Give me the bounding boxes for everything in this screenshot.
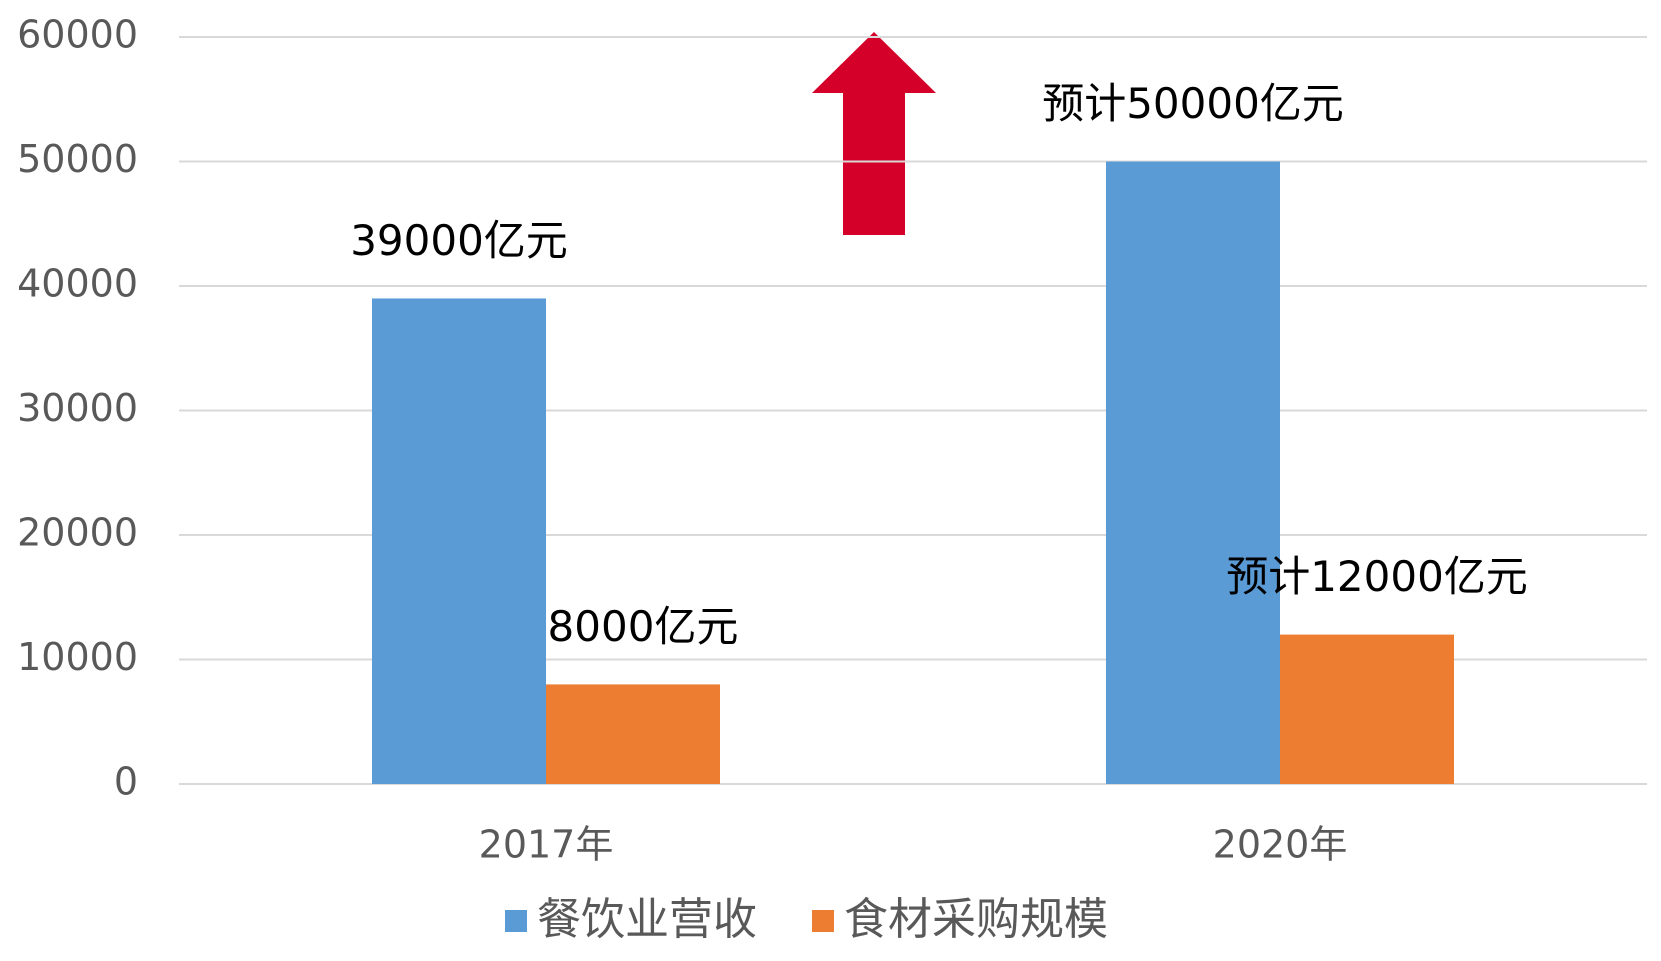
bar (372, 298, 546, 784)
legend-swatch (812, 910, 834, 932)
legend-swatch (505, 910, 527, 932)
bar (546, 684, 720, 784)
value-label: 8000亿元 (548, 602, 739, 651)
y-tick-label: 20000 (17, 511, 138, 555)
y-tick-label: 10000 (17, 635, 138, 679)
x-tick-label: 2020年 (1213, 823, 1348, 867)
x-tick-label: 2017年 (479, 823, 614, 867)
y-tick-label: 50000 (17, 137, 138, 181)
value-label: 预计12000亿元 (1226, 552, 1528, 601)
legend-label: 餐饮业营收 (537, 894, 757, 945)
y-tick-label: 0 (114, 760, 138, 804)
up-arrow (812, 32, 936, 235)
legend-label: 食材采购规模 (844, 894, 1108, 945)
bar (1106, 161, 1280, 784)
y-tick-label: 60000 (17, 13, 138, 57)
value-label: 预计50000亿元 (1042, 79, 1344, 128)
bar (1280, 634, 1454, 784)
value-label: 39000亿元 (350, 216, 568, 265)
y-tick-label: 30000 (17, 386, 138, 430)
y-tick-label: 40000 (17, 262, 138, 306)
